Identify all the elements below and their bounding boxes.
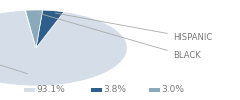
Wedge shape [0,10,127,86]
Wedge shape [25,10,43,48]
Text: 3.8%: 3.8% [103,86,126,94]
Text: BLACK: BLACK [37,13,201,60]
Text: 93.1%: 93.1% [36,86,65,94]
Text: 3.0%: 3.0% [161,86,184,94]
FancyBboxPatch shape [91,88,102,92]
FancyBboxPatch shape [149,88,160,92]
Wedge shape [36,10,64,48]
Text: HISPANIC: HISPANIC [55,13,212,42]
Text: WHITE: WHITE [0,28,27,74]
FancyBboxPatch shape [24,88,35,92]
